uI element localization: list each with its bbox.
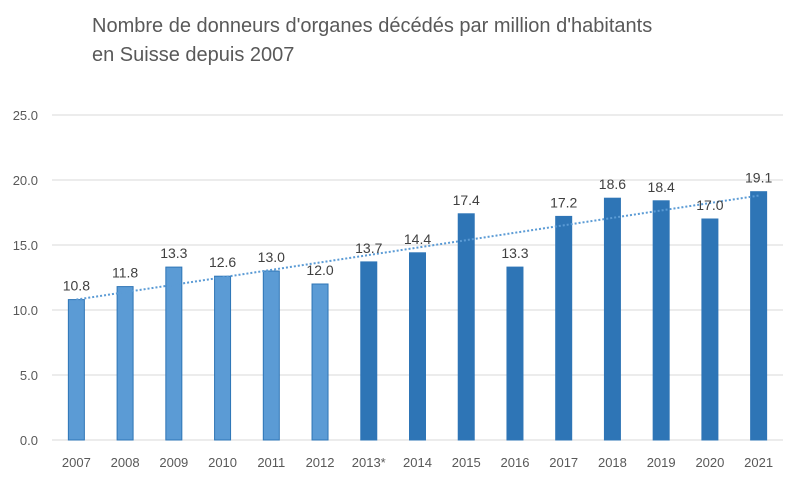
bar xyxy=(457,213,475,441)
y-tick-label: 25.0 xyxy=(13,108,38,123)
x-tick-label: 2015 xyxy=(452,455,481,470)
x-tick-label: 2010 xyxy=(208,455,237,470)
bar xyxy=(701,218,719,441)
chart-title-line-2: en Suisse depuis 2007 xyxy=(92,44,295,66)
x-tick-label: 2008 xyxy=(111,455,140,470)
x-tick-label: 2013* xyxy=(352,455,386,470)
y-axis-ticks: 0.0 5.0 10.0 15.0 20.0 25.0 xyxy=(13,108,38,448)
bar xyxy=(603,197,621,441)
x-tick-label: 2018 xyxy=(598,455,627,470)
bar xyxy=(165,266,183,441)
data-label: 17.4 xyxy=(453,192,480,208)
chart-title: Nombre de donneurs d'organes décédés par… xyxy=(92,12,652,70)
data-labels: 10.8 11.8 13.3 12.6 13.0 12.0 13.7 14.4 17.4 13.3… xyxy=(63,170,773,294)
data-label: 18.4 xyxy=(648,179,675,195)
y-tick-label: 5.0 xyxy=(20,368,38,383)
x-tick-label: 2011 xyxy=(257,455,285,470)
x-tick-label: 2021 xyxy=(744,455,773,470)
bar xyxy=(214,275,232,441)
data-label: 19.1 xyxy=(745,170,772,186)
bar xyxy=(360,261,378,441)
chart-title-line-1: Nombre de donneurs d'organes décédés par… xyxy=(92,15,653,37)
data-label: 18.6 xyxy=(599,176,626,192)
bar xyxy=(750,191,768,441)
data-label: 13.7 xyxy=(355,240,382,256)
x-tick-label: 2017 xyxy=(549,455,578,470)
x-tick-label: 2016 xyxy=(501,455,530,470)
y-tick-label: 15.0 xyxy=(13,238,38,253)
x-tick-label: 2019 xyxy=(647,455,676,470)
bar xyxy=(555,215,573,441)
data-label: 17.0 xyxy=(696,197,723,213)
data-label: 12.0 xyxy=(306,262,333,278)
trendline-line xyxy=(76,194,759,301)
x-tick-label: 2009 xyxy=(159,455,188,470)
data-label: 13.3 xyxy=(160,245,187,261)
bar xyxy=(311,283,329,441)
data-label: 11.8 xyxy=(112,265,138,281)
trendline xyxy=(76,194,759,301)
data-label: 10.8 xyxy=(63,278,90,294)
x-axis-ticks: 2007 2008 2009 2010 2011 2012 2013* 2014 2015 201… xyxy=(62,455,773,470)
x-tick-label: 2014 xyxy=(403,455,432,470)
bar xyxy=(506,266,524,441)
bar xyxy=(409,252,426,441)
x-tick-label: 2012 xyxy=(306,455,335,470)
data-label: 17.2 xyxy=(550,194,577,210)
x-tick-label: 2007 xyxy=(62,455,91,470)
data-label: 13.3 xyxy=(501,245,528,261)
x-tick-label: 2020 xyxy=(695,455,724,470)
y-tick-label: 20.0 xyxy=(13,173,38,188)
bars xyxy=(67,191,768,441)
bar xyxy=(262,270,280,441)
y-tick-label: 0.0 xyxy=(20,433,38,448)
bar xyxy=(116,286,134,441)
data-label: 14.4 xyxy=(404,231,431,247)
data-label: 13.0 xyxy=(258,249,285,265)
y-tick-label: 10.0 xyxy=(13,303,38,318)
data-label: 12.6 xyxy=(209,254,236,270)
bar xyxy=(652,200,670,441)
bar xyxy=(67,299,85,441)
